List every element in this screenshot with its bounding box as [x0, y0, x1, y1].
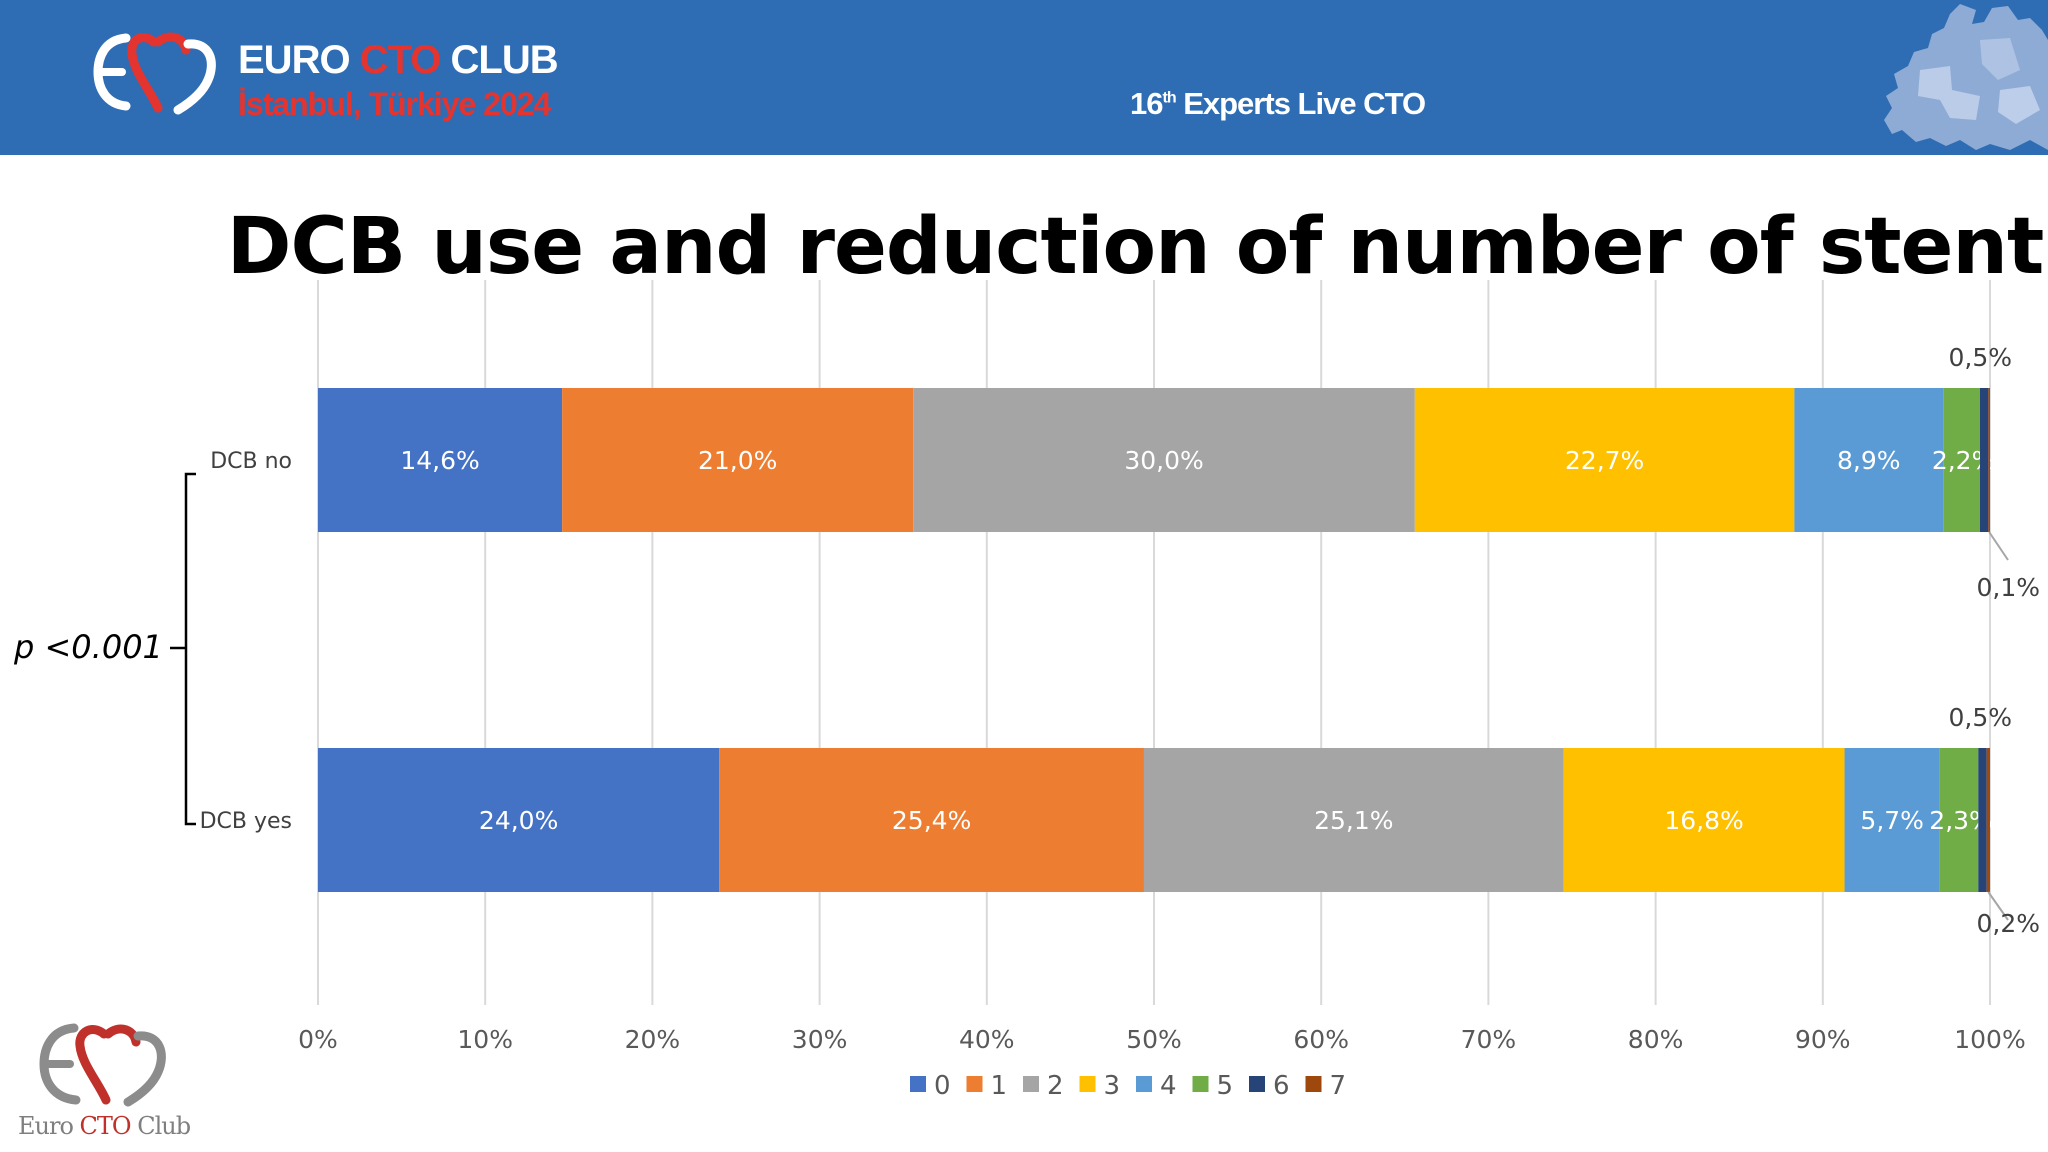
- data-label: 21,0%: [698, 446, 777, 475]
- data-label: 30,0%: [1124, 446, 1203, 475]
- x-tick-label: 40%: [959, 1025, 1015, 1054]
- footer-logo-text-euro: Euro: [18, 1112, 80, 1140]
- data-label: 5,7%: [1860, 806, 1924, 835]
- data-label-leader: [1987, 891, 2009, 921]
- data-label: 8,9%: [1837, 446, 1901, 475]
- category-label: DCB no: [210, 449, 292, 474]
- x-tick-label: 80%: [1628, 1025, 1684, 1054]
- bar-segment: [318, 748, 720, 892]
- bar-segment: [1979, 388, 1989, 532]
- data-label: 0,2%: [1976, 909, 2040, 938]
- event-title: Experts Live CTO: [1175, 86, 1426, 121]
- data-label: 16,8%: [1664, 806, 1743, 835]
- bar-segment: [318, 388, 563, 532]
- legend-swatch: [966, 1076, 983, 1092]
- x-tick-label: 90%: [1795, 1025, 1851, 1054]
- brand-location: İstanbul, Türkiye 2024: [238, 86, 551, 122]
- bar-segment: [1978, 748, 1987, 892]
- header-banner: EURO CTO CLUB İstanbul, Türkiye 2024 16t…: [0, 0, 2048, 155]
- data-label: 24,0%: [479, 806, 558, 835]
- brand-word-cto: CTO: [359, 38, 442, 82]
- data-label: 25,1%: [1314, 806, 1393, 835]
- x-tick-label: 10%: [457, 1025, 513, 1054]
- footer-logo-text: Euro CTO Club: [18, 1112, 191, 1140]
- bar-segment: [1986, 748, 1990, 892]
- legend-label: 2: [1047, 1071, 1064, 1101]
- legend-label: 3: [1104, 1071, 1121, 1101]
- data-label: 0,1%: [1976, 573, 2040, 602]
- data-label-leader: [1988, 531, 2009, 561]
- bar-segment: [913, 388, 1415, 532]
- bar-segment: [719, 748, 1144, 892]
- legend-swatch: [1305, 1076, 1322, 1092]
- x-tick-label: 70%: [1461, 1025, 1517, 1054]
- slide-title: DCB use and reduction of number of stent: [226, 202, 2045, 292]
- data-label: 25,4%: [892, 806, 971, 835]
- legend-swatch: [1249, 1076, 1265, 1092]
- event-number: 16: [1130, 86, 1163, 121]
- bar-segment: [1143, 748, 1564, 892]
- bar-segment: [1844, 748, 1940, 892]
- bar-segment: [562, 388, 914, 532]
- brand-word-club: CLUB: [450, 38, 559, 82]
- europe-map-icon: [1884, 4, 2048, 150]
- data-label: 0,5%: [1948, 703, 2012, 732]
- legend-label: 6: [1273, 1071, 1290, 1101]
- significance-label: p <0.001: [14, 628, 163, 666]
- legend-label: 4: [1160, 1071, 1177, 1101]
- significance-bracket: [184, 472, 196, 826]
- bar-segment: [1988, 388, 1990, 532]
- bar-segment: [1414, 388, 1795, 532]
- data-label: 22,7%: [1565, 446, 1644, 475]
- brand-word-euro: EURO: [238, 38, 351, 82]
- legend-swatch: [1136, 1076, 1152, 1092]
- category-label: DCB yes: [200, 809, 292, 834]
- event-name: 16th Experts Live CTO: [1130, 86, 1426, 122]
- legend-label: 1: [991, 1071, 1008, 1101]
- x-tick-label: 20%: [625, 1025, 681, 1054]
- brand-name: EURO CTO CLUB: [238, 38, 559, 83]
- data-label: 0,5%: [1948, 343, 2012, 372]
- legend-label: 5: [1217, 1071, 1234, 1101]
- legend-label: 7: [1330, 1071, 1347, 1101]
- bar-segment: [1563, 748, 1845, 892]
- x-tick-label: 100%: [1954, 1025, 2025, 1054]
- footer-logo: Euro CTO Club: [14, 1020, 214, 1145]
- footer-logo-icon: [39, 1023, 166, 1107]
- footer-logo-text-cto: CTO: [79, 1112, 132, 1140]
- legend-swatch: [1192, 1076, 1209, 1092]
- legend-label: 0: [934, 1071, 951, 1101]
- x-tick-label: 50%: [1126, 1025, 1182, 1054]
- x-tick-label: 30%: [792, 1025, 848, 1054]
- x-tick-label: 0%: [298, 1025, 338, 1054]
- bar-segment: [1794, 388, 1944, 532]
- euro-cto-club-logo-icon: [93, 32, 216, 115]
- bar-segment: [1939, 748, 1979, 892]
- legend-swatch: [1079, 1076, 1096, 1092]
- event-ordinal: th: [1162, 89, 1176, 107]
- bar-segment: [1943, 388, 1980, 532]
- data-label: 14,6%: [400, 446, 479, 475]
- x-tick-label: 60%: [1293, 1025, 1349, 1054]
- footer-logo-text-club: Club: [130, 1112, 191, 1140]
- legend-swatch: [1023, 1076, 1039, 1092]
- legend-swatch: [910, 1076, 926, 1092]
